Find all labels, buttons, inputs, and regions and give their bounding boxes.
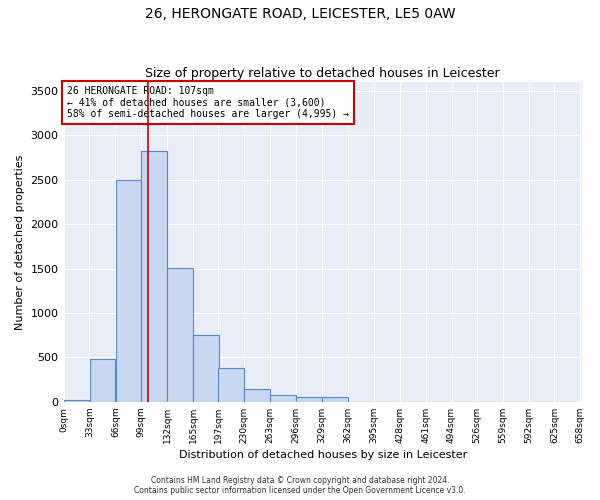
Bar <box>116 180 141 402</box>
Bar <box>270 395 296 402</box>
Bar <box>193 335 219 402</box>
Bar <box>167 268 193 402</box>
Title: Size of property relative to detached houses in Leicester: Size of property relative to detached ho… <box>145 66 500 80</box>
Bar <box>142 152 167 402</box>
Bar <box>218 368 244 402</box>
Bar <box>244 390 270 402</box>
Bar <box>64 400 89 402</box>
X-axis label: Distribution of detached houses by size in Leicester: Distribution of detached houses by size … <box>179 450 467 460</box>
Text: 26 HERONGATE ROAD: 107sqm
← 41% of detached houses are smaller (3,600)
58% of se: 26 HERONGATE ROAD: 107sqm ← 41% of detac… <box>67 86 349 119</box>
Bar <box>89 359 115 402</box>
Y-axis label: Number of detached properties: Number of detached properties <box>15 154 25 330</box>
Text: Contains HM Land Registry data © Crown copyright and database right 2024.
Contai: Contains HM Land Registry data © Crown c… <box>134 476 466 495</box>
Bar <box>322 397 347 402</box>
Text: 26, HERONGATE ROAD, LEICESTER, LE5 0AW: 26, HERONGATE ROAD, LEICESTER, LE5 0AW <box>145 8 455 22</box>
Bar <box>296 397 322 402</box>
